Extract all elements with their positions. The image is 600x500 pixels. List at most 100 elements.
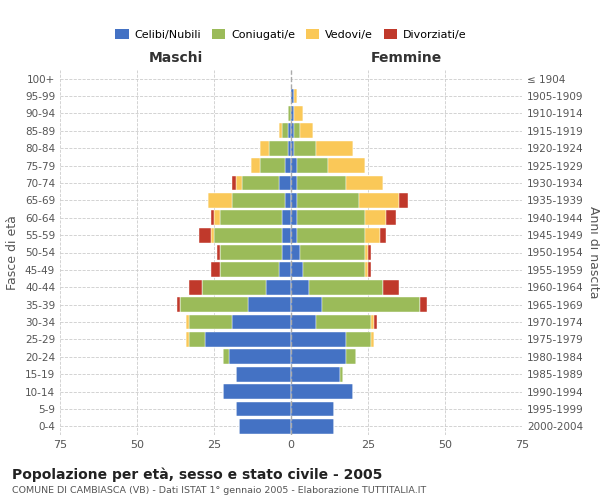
Text: Femmine: Femmine [371,51,442,65]
Bar [291,176,297,190]
Bar [260,141,269,156]
Bar [294,106,304,121]
Bar [291,262,304,278]
Bar [229,350,291,364]
Bar [294,88,297,104]
Bar [365,210,386,225]
Bar [236,402,291,416]
Bar [278,124,282,138]
Bar [278,262,291,278]
Bar [365,245,368,260]
Bar [232,314,291,330]
Bar [208,193,232,208]
Bar [346,332,371,347]
Bar [300,245,365,260]
Bar [236,367,291,382]
Bar [177,298,180,312]
Bar [386,210,396,225]
Bar [297,193,359,208]
Bar [291,106,294,121]
Bar [291,384,353,399]
Bar [383,280,399,294]
Bar [291,245,300,260]
Bar [304,262,365,278]
Bar [282,245,291,260]
Bar [346,176,383,190]
Bar [278,176,291,190]
Bar [232,193,285,208]
Bar [291,141,294,156]
Bar [217,245,220,260]
Bar [282,210,291,225]
Bar [297,228,365,242]
Bar [291,88,294,104]
Bar [291,124,294,138]
Bar [211,228,214,242]
Bar [232,176,236,190]
Bar [368,245,371,260]
Bar [291,314,316,330]
Bar [220,245,282,260]
Legend: Celibi/Nubili, Coniugati/e, Vedovi/e, Divorziati/e: Celibi/Nubili, Coniugati/e, Vedovi/e, Di… [111,24,471,44]
Bar [223,384,291,399]
Bar [214,210,220,225]
Bar [220,210,282,225]
Bar [190,314,232,330]
Bar [291,350,346,364]
Bar [291,419,334,434]
Bar [242,176,278,190]
Bar [199,228,211,242]
Bar [211,210,214,225]
Bar [266,280,291,294]
Bar [248,298,291,312]
Bar [365,228,380,242]
Bar [214,228,282,242]
Bar [269,141,288,156]
Bar [374,314,377,330]
Bar [291,367,340,382]
Y-axis label: Fasce di età: Fasce di età [7,215,19,290]
Bar [322,298,421,312]
Bar [316,314,371,330]
Bar [282,228,291,242]
Bar [421,298,427,312]
Bar [328,158,365,173]
Text: Maschi: Maschi [148,51,203,65]
Bar [291,402,334,416]
Bar [202,280,266,294]
Bar [291,280,310,294]
Bar [282,124,288,138]
Bar [346,350,356,364]
Bar [260,158,285,173]
Bar [291,298,322,312]
Bar [294,141,316,156]
Bar [205,332,291,347]
Bar [291,228,297,242]
Y-axis label: Anni di nascita: Anni di nascita [587,206,600,298]
Bar [285,193,291,208]
Bar [211,262,220,278]
Bar [291,158,297,173]
Bar [251,158,260,173]
Bar [310,280,383,294]
Bar [190,280,202,294]
Bar [239,419,291,434]
Bar [316,141,353,156]
Bar [365,262,368,278]
Bar [371,332,374,347]
Bar [297,158,328,173]
Bar [186,332,190,347]
Bar [368,262,371,278]
Bar [220,262,278,278]
Bar [223,350,229,364]
Bar [399,193,408,208]
Bar [297,176,346,190]
Bar [288,141,291,156]
Bar [297,210,365,225]
Bar [291,210,297,225]
Bar [285,158,291,173]
Bar [359,193,399,208]
Text: COMUNE DI CAMBIASCA (VB) - Dati ISTAT 1° gennaio 2005 - Elaborazione TUTTITALIA.: COMUNE DI CAMBIASCA (VB) - Dati ISTAT 1°… [12,486,426,495]
Bar [180,298,248,312]
Bar [291,332,346,347]
